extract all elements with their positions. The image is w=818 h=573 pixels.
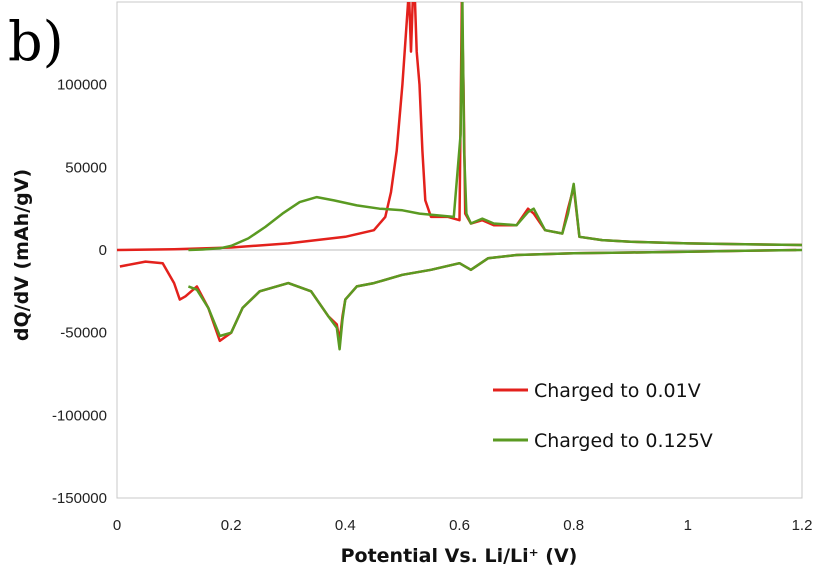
legend-label-0: Charged to 0.01V: [534, 380, 701, 402]
series-line-1-negative: [187, 248, 802, 351]
y-tick-label: -150000: [52, 490, 107, 507]
x-tick-label: 0.4: [335, 517, 356, 534]
x-tick-label: 0.2: [221, 517, 242, 534]
legend-label-1: Charged to 0.125V: [534, 430, 713, 452]
x-tick-label: 0.6: [449, 517, 470, 534]
x-tick-label: 1: [684, 517, 692, 534]
x-tick-label: 0: [113, 517, 121, 534]
x-axis-title: Potential Vs. Li/Li⁺ (V): [341, 545, 578, 567]
y-tick-label: 50000: [65, 159, 107, 176]
y-tick-label: -100000: [52, 407, 107, 424]
y-axis-ticks: -150000 -100000 -50000 0 50000 100000: [52, 77, 107, 507]
y-tick-label: 100000: [57, 77, 107, 94]
y-tick-label: 0: [99, 242, 107, 259]
panel-label: b): [8, 10, 64, 73]
legend: Charged to 0.01V Charged to 0.125V: [493, 380, 713, 452]
series-layer: [117, 2, 802, 351]
y-tick-label: -50000: [60, 325, 107, 342]
x-axis-ticks: 0 0.2 0.4 0.6 0.8 1 1.2: [113, 517, 813, 534]
x-tick-label: 0.8: [563, 517, 584, 534]
y-axis-title: dQ/dV (mAh/gV): [11, 169, 33, 341]
series-line-1-positive: [188, 2, 802, 252]
x-tick-label: 1.2: [792, 517, 813, 534]
